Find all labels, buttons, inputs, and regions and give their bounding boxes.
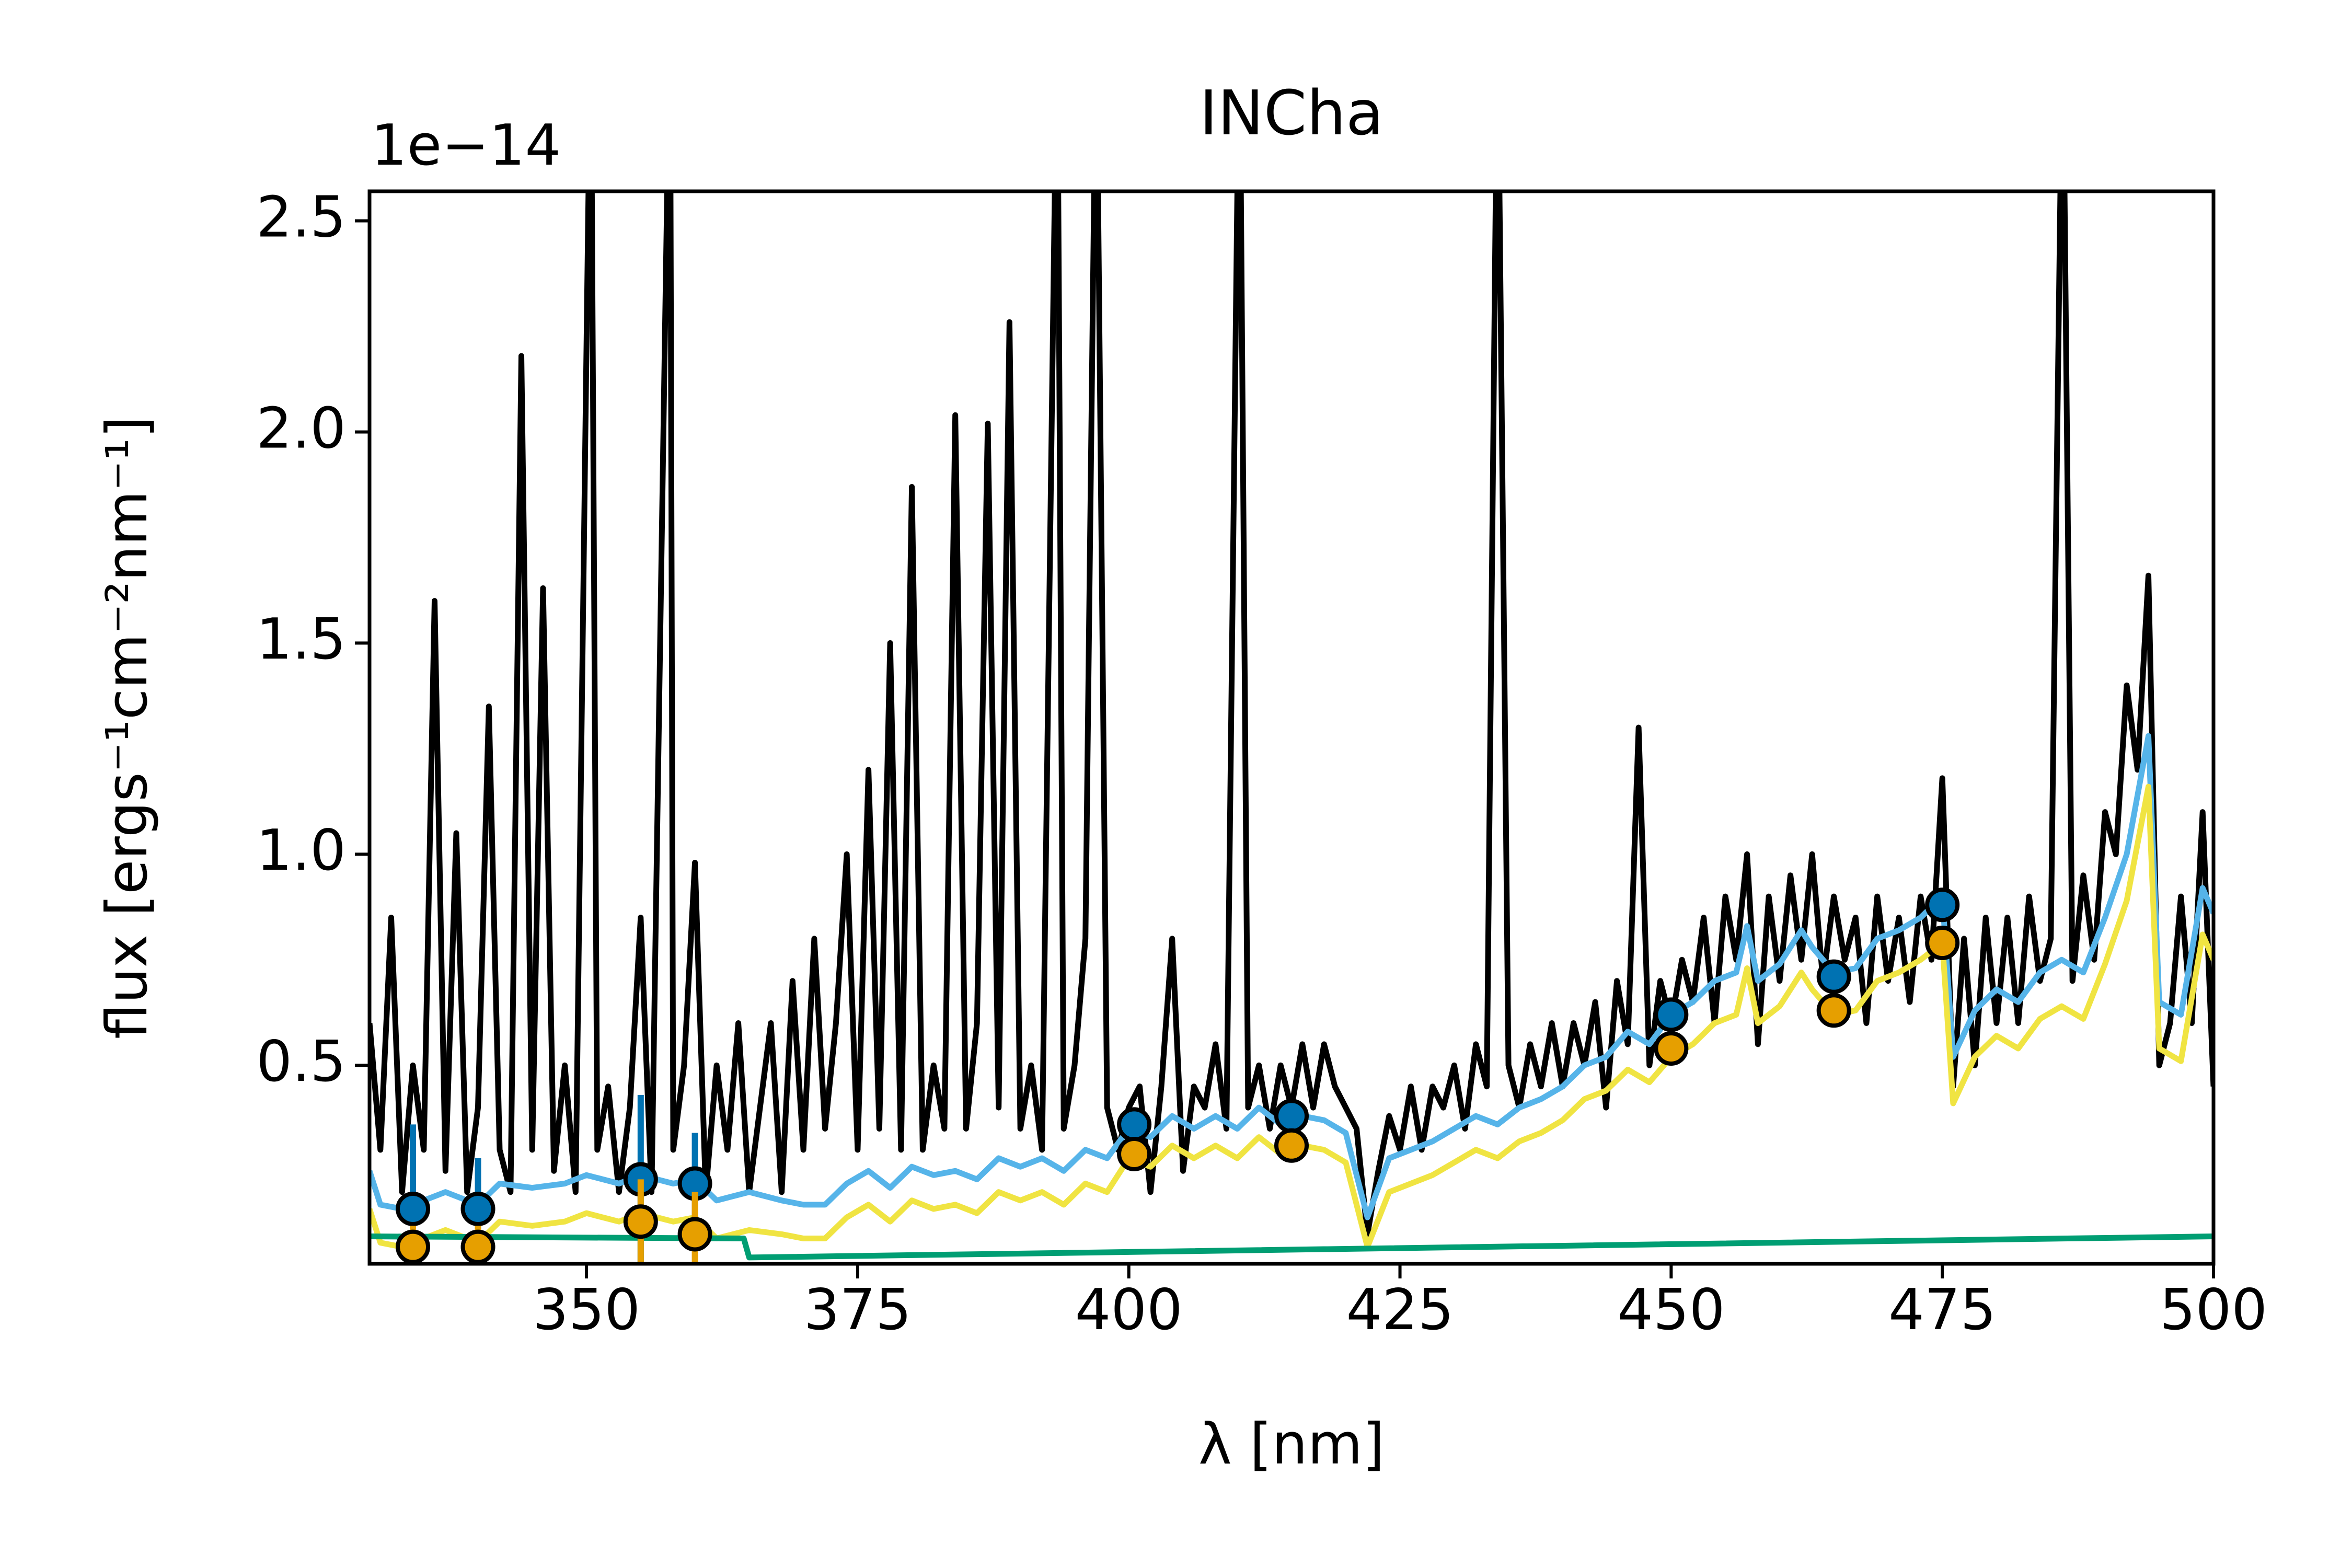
x-tick-label: 350 bbox=[533, 1277, 640, 1343]
y-axis-label: flux [ergs⁻¹cm⁻²nm⁻¹] bbox=[95, 416, 160, 1039]
data-point bbox=[1816, 959, 1851, 994]
x-tick-label: 450 bbox=[1617, 1277, 1725, 1343]
data-point bbox=[1654, 997, 1689, 1032]
data-point bbox=[396, 1191, 431, 1226]
x-tick-label: 500 bbox=[2160, 1277, 2267, 1343]
x-axis-label: λ [nm] bbox=[1198, 1412, 1385, 1477]
y-tick-label: 0.5 bbox=[256, 1029, 346, 1094]
data-point bbox=[1654, 1031, 1689, 1066]
data-point bbox=[677, 1217, 712, 1252]
y-tick-label: 1.0 bbox=[256, 818, 346, 883]
data-point bbox=[1925, 887, 1960, 923]
data-point bbox=[396, 1229, 431, 1264]
data-point bbox=[1816, 993, 1851, 1028]
y-offset-label: 1e−14 bbox=[371, 113, 561, 178]
plot-frame bbox=[367, 189, 2216, 1266]
data-point bbox=[460, 1191, 495, 1226]
data-point bbox=[623, 1204, 658, 1239]
data-point bbox=[1274, 1099, 1309, 1134]
x-tick-label: 375 bbox=[804, 1277, 912, 1343]
x-tick-label: 400 bbox=[1075, 1277, 1183, 1343]
data-point bbox=[1117, 1107, 1152, 1142]
data-point bbox=[1274, 1128, 1309, 1163]
data-point bbox=[1925, 926, 1960, 961]
y-tick-label: 1.5 bbox=[256, 607, 346, 672]
chart-title: INCha bbox=[1200, 77, 1384, 149]
x-tick-label: 475 bbox=[1888, 1277, 1996, 1343]
series-line bbox=[370, 1233, 2213, 1261]
data-point bbox=[1117, 1136, 1152, 1171]
plot-area bbox=[370, 191, 2213, 1264]
series-line bbox=[370, 191, 2213, 1237]
data-point bbox=[460, 1229, 495, 1264]
y-tick-label: 2.0 bbox=[256, 396, 346, 461]
y-tick-label: 2.5 bbox=[256, 185, 346, 250]
x-tick-label: 425 bbox=[1346, 1277, 1454, 1343]
